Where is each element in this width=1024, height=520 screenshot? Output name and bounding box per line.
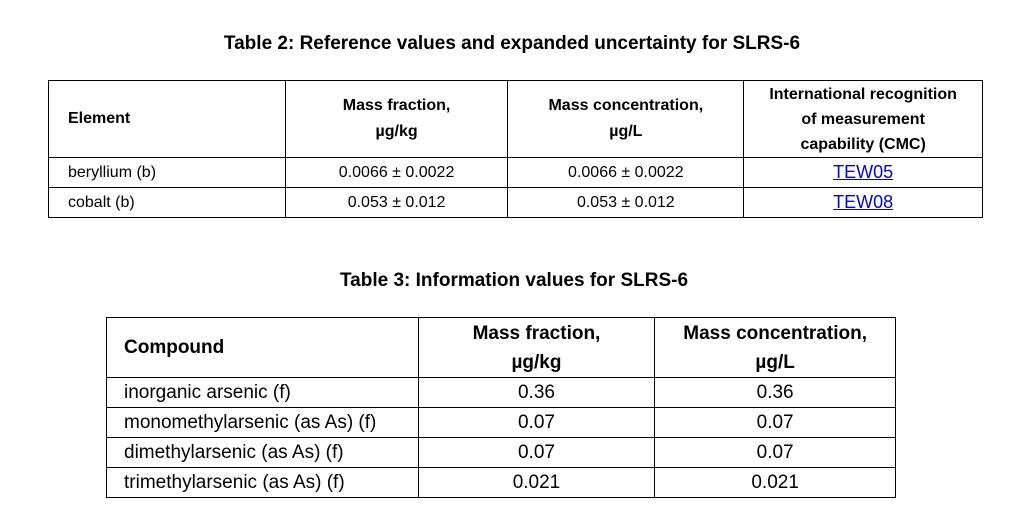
header-mass-fraction: Mass fraction, µg/kg xyxy=(284,80,509,158)
cell-mass-fraction: 0.021 xyxy=(417,467,656,498)
cell-compound: inorganic arsenic (f) xyxy=(106,377,419,408)
cell-mass-concentration: 0.0066 ± 0.0022 xyxy=(507,157,745,188)
header-cmc-line1: International recognition xyxy=(769,85,957,103)
header-cmc-line3: capability (CMC) xyxy=(800,135,926,153)
table-row: monomethylarsenic (as As) (f) 0.07 0.07 xyxy=(106,407,896,438)
cell-mass-concentration: 0.021 xyxy=(654,467,896,498)
table-row: inorganic arsenic (f) 0.36 0.36 xyxy=(106,377,896,408)
table-row: trimethylarsenic (as As) (f) 0.021 0.021 xyxy=(106,467,896,498)
header-mass-concentration-unit: µg/L xyxy=(755,351,795,373)
header-mass-concentration-line1: Mass concentration, xyxy=(683,322,867,344)
information-values-table: Compound Mass fraction, µg/kg Mass conce… xyxy=(106,317,896,498)
header-mass-fraction-unit: µg/kg xyxy=(511,351,562,373)
cell-mass-fraction: 0.0066 ± 0.0022 xyxy=(284,157,509,188)
cmc-link-tew08[interactable]: TEW08 xyxy=(833,192,894,212)
header-compound: Compound xyxy=(106,317,419,378)
table-row: beryllium (b) 0.0066 ± 0.0022 0.0066 ± 0… xyxy=(48,157,983,188)
cmc-link-tew05[interactable]: TEW05 xyxy=(833,162,894,182)
cell-element: cobalt (b) xyxy=(48,187,286,218)
header-cmc: International recognition of measurement… xyxy=(743,80,983,158)
table2-caption: Table 2: Reference values and expanded u… xyxy=(223,33,801,54)
cell-compound: trimethylarsenic (as As) (f) xyxy=(106,467,419,498)
cell-element: beryllium (b) xyxy=(48,157,286,188)
cell-compound: dimethylarsenic (as As) (f) xyxy=(106,437,419,468)
table3-caption: Table 3: Information values for SLRS-6 xyxy=(339,270,689,291)
header-mass-concentration: Mass concentration, µg/L xyxy=(507,80,745,158)
table-row: cobalt (b) 0.053 ± 0.012 0.053 ± 0.012 T… xyxy=(48,187,983,218)
cell-mass-fraction: 0.07 xyxy=(417,407,656,438)
header-mass-fraction-line1: Mass fraction, xyxy=(472,322,601,344)
cell-cmc: TEW05 xyxy=(743,157,983,188)
header-cmc-line2: of measurement xyxy=(801,110,925,128)
header-mass-fraction-line1: Mass fraction, xyxy=(342,97,451,114)
cell-mass-fraction: 0.053 ± 0.012 xyxy=(284,187,509,218)
reference-values-table: Element Mass fraction, µg/kg Mass concen… xyxy=(48,80,983,218)
header-mass-fraction: Mass fraction, µg/kg xyxy=(417,317,656,378)
cell-mass-concentration: 0.07 xyxy=(654,407,896,438)
header-element: Element xyxy=(48,80,286,158)
cell-compound: monomethylarsenic (as As) (f) xyxy=(106,407,419,438)
header-mass-concentration-line1: Mass concentration, xyxy=(548,97,704,114)
table-header-row: Element Mass fraction, µg/kg Mass concen… xyxy=(48,80,983,158)
cell-mass-fraction: 0.36 xyxy=(417,377,656,408)
header-mass-concentration-unit: µg/L xyxy=(609,123,643,140)
table-row: dimethylarsenic (as As) (f) 0.07 0.07 xyxy=(106,437,896,468)
cell-mass-fraction: 0.07 xyxy=(417,437,656,468)
table-header-row: Compound Mass fraction, µg/kg Mass conce… xyxy=(106,317,896,378)
cell-mass-concentration: 0.07 xyxy=(654,437,896,468)
cell-mass-concentration: 0.053 ± 0.012 xyxy=(507,187,745,218)
cell-mass-concentration: 0.36 xyxy=(654,377,896,408)
header-mass-fraction-unit: µg/kg xyxy=(375,123,418,140)
cell-cmc: TEW08 xyxy=(743,187,983,218)
header-mass-concentration: Mass concentration, µg/L xyxy=(654,317,896,378)
